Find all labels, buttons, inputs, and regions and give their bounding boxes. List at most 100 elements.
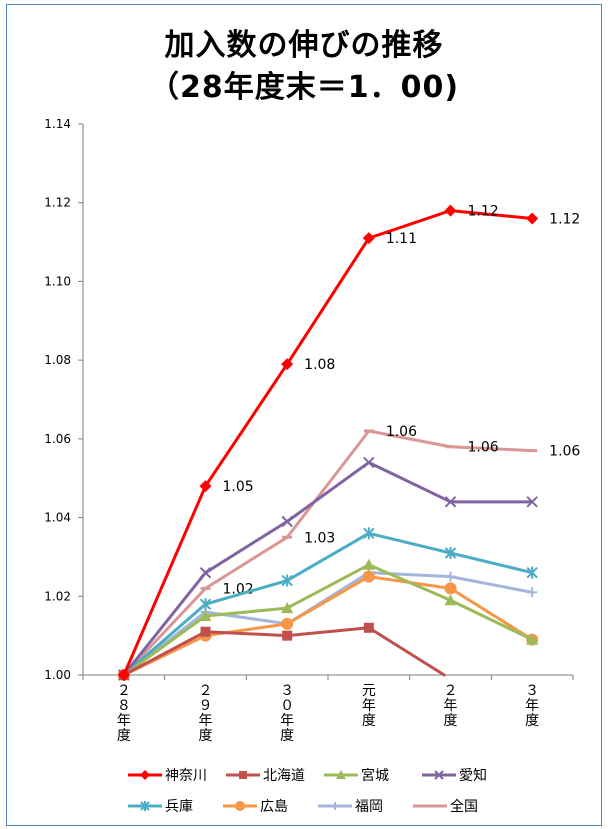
chart-title: 加入数の伸びの推移 — [164, 28, 444, 63]
series-line-segment — [285, 429, 371, 539]
y-tick-label: 1.02 — [44, 589, 71, 603]
legend-label: 全国 — [450, 798, 478, 815]
series-line-segment — [449, 598, 534, 642]
data-point — [336, 770, 346, 779]
legend-label: 北海道 — [263, 768, 305, 784]
x-tick-label: ２８年度 — [117, 683, 131, 744]
data-point — [140, 770, 150, 780]
series-line-segment — [367, 571, 452, 579]
data-point — [445, 571, 456, 582]
data-point — [444, 546, 457, 559]
series-line-segment — [122, 484, 207, 677]
y-tick-label: 1.10 — [44, 274, 71, 288]
series-4 — [118, 456, 538, 681]
series-line-segment — [367, 429, 452, 449]
series-line-segment — [449, 445, 534, 453]
data-point — [200, 626, 211, 637]
data-point — [140, 801, 150, 811]
legend-label: 神奈川 — [165, 768, 207, 784]
legend-label: 宮城 — [361, 768, 389, 784]
y-tick-label: 1.00 — [44, 668, 71, 682]
data-point — [331, 802, 339, 810]
legend-item: 全国 — [413, 798, 478, 815]
series-line-segment — [367, 531, 452, 555]
y-tick-label: 1.08 — [44, 353, 71, 367]
series-line-segment — [204, 579, 289, 606]
chart-frame — [6, 4, 602, 826]
series-line-segment — [285, 531, 371, 583]
data-point — [444, 204, 457, 217]
legend-item: 兵庫 — [128, 798, 193, 815]
data-point — [444, 594, 457, 606]
data-point — [526, 496, 538, 508]
series-line-segment — [285, 626, 371, 638]
data-label: 1.12 — [468, 204, 499, 220]
legend-item: 北海道 — [226, 768, 305, 784]
data-point — [444, 582, 457, 595]
series-line-segment — [204, 630, 289, 638]
data-point — [199, 598, 212, 611]
data-point — [281, 602, 294, 614]
data-point — [527, 587, 538, 598]
data-point — [199, 480, 212, 493]
data-point — [526, 633, 539, 645]
series-line-segment — [449, 209, 534, 220]
data-label: 1.06 — [386, 424, 417, 440]
legend-label: 兵庫 — [165, 798, 193, 815]
data-point — [363, 456, 375, 469]
x-tick-label: ２９年度 — [199, 683, 213, 744]
data-point — [199, 566, 212, 579]
y-tick-label: 1.06 — [44, 432, 71, 446]
series-line-segment — [204, 535, 289, 590]
legend-item: 広島 — [223, 799, 288, 815]
data-label: 1.06 — [468, 440, 499, 456]
series-8: 1.021.031.061.06 1.06 — [118, 424, 580, 677]
series-1: 1.05 1.08 1.11 1.12 1.12 — [117, 204, 580, 681]
data-point — [199, 609, 212, 621]
data-point — [281, 574, 293, 587]
series-line-segment — [285, 460, 371, 524]
legend-item: 愛知 — [422, 767, 487, 784]
series-line-segment — [204, 606, 289, 618]
series-line-segment — [122, 602, 207, 677]
y-tick-label: 1.04 — [44, 511, 71, 525]
data-point — [434, 770, 444, 780]
series-line-segment — [367, 563, 452, 602]
x-tick-label: 元年度 — [362, 683, 376, 729]
legend-item: 神奈川 — [128, 768, 207, 784]
y-tick-label: 1.12 — [44, 196, 71, 210]
data-point — [117, 669, 130, 681]
data-point — [235, 801, 245, 811]
series-3 — [117, 558, 539, 680]
series-line-segment — [122, 630, 207, 677]
series-line-segment — [367, 626, 446, 677]
data-point — [362, 570, 375, 583]
series-line-segment — [204, 362, 289, 488]
series-line-segment — [449, 586, 534, 642]
series-line-segment — [204, 520, 289, 575]
x-tick-label: ３年度 — [525, 683, 539, 729]
data-label: 1.03 — [304, 530, 335, 546]
data-point — [526, 566, 538, 579]
x-tick-label: ２年度 — [444, 683, 458, 729]
series-line-segment — [449, 575, 534, 594]
marker-stroke — [363, 456, 375, 469]
data-point — [281, 358, 294, 371]
series-line-segment — [367, 460, 452, 504]
y-tick-label: 1.14 — [44, 117, 71, 131]
data-point — [281, 515, 293, 528]
legend-item: 宮城 — [324, 768, 389, 784]
data-point — [444, 496, 457, 508]
series-line-segment — [285, 563, 371, 610]
data-point — [363, 622, 374, 633]
marker-stroke — [444, 496, 457, 508]
series-line-segment — [122, 571, 207, 677]
x-tick-label: ３０年度 — [280, 683, 294, 744]
data-point — [281, 617, 294, 630]
series-5 — [118, 527, 538, 681]
data-label: 1.05 — [223, 479, 254, 495]
series-line-segment — [285, 236, 371, 366]
series-line-segment — [285, 575, 371, 626]
data-label: 1.11 — [386, 231, 417, 247]
